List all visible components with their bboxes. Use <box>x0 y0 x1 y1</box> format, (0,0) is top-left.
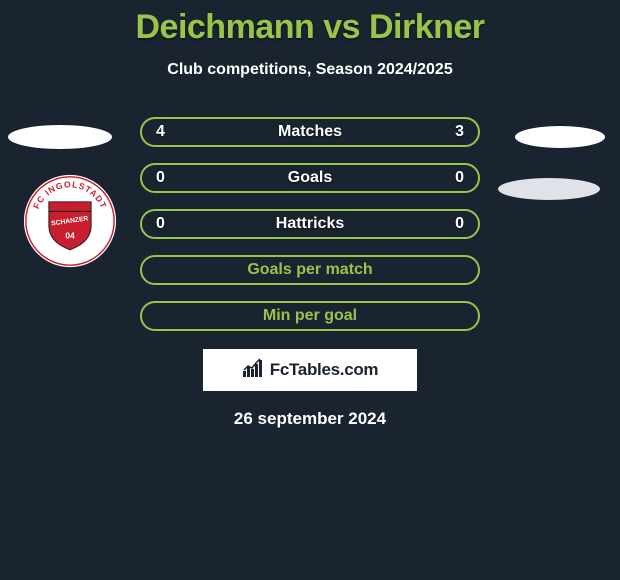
club-badge: FC INGOLSTADT 04 SCHANZER 04 <box>22 173 118 269</box>
decor-oval-right-2 <box>498 178 600 200</box>
stat-right-value: 0 <box>455 215 464 233</box>
stat-row-min-per-goal: Min per goal <box>140 301 480 331</box>
stat-right-value: 3 <box>455 123 464 141</box>
stat-label: Hattricks <box>276 215 344 233</box>
stat-row-matches: 4 Matches 3 <box>140 117 480 147</box>
bar-chart-icon <box>242 358 264 383</box>
page-title: Deichmann vs Dirkner <box>0 0 620 47</box>
stat-left-value: 4 <box>156 123 165 141</box>
stat-label: Goals <box>288 169 332 187</box>
stat-left-value: 0 <box>156 215 165 233</box>
brand-name: FcTables.com <box>270 360 379 380</box>
stat-row-goals-per-match: Goals per match <box>140 255 480 285</box>
stat-label: Matches <box>278 123 342 141</box>
decor-oval-top-left <box>8 125 112 149</box>
stat-right-value: 0 <box>455 169 464 187</box>
svg-text:04: 04 <box>65 230 75 240</box>
stat-row-goals: 0 Goals 0 <box>140 163 480 193</box>
stat-label: Goals per match <box>247 261 372 279</box>
date-text: 26 september 2024 <box>0 409 620 429</box>
stat-left-value: 0 <box>156 169 165 187</box>
subtitle: Club competitions, Season 2024/2025 <box>0 61 620 79</box>
stat-label: Min per goal <box>263 307 357 325</box>
brand-box[interactable]: FcTables.com <box>203 349 417 391</box>
decor-oval-top-right <box>515 126 605 148</box>
stat-row-hattricks: 0 Hattricks 0 <box>140 209 480 239</box>
